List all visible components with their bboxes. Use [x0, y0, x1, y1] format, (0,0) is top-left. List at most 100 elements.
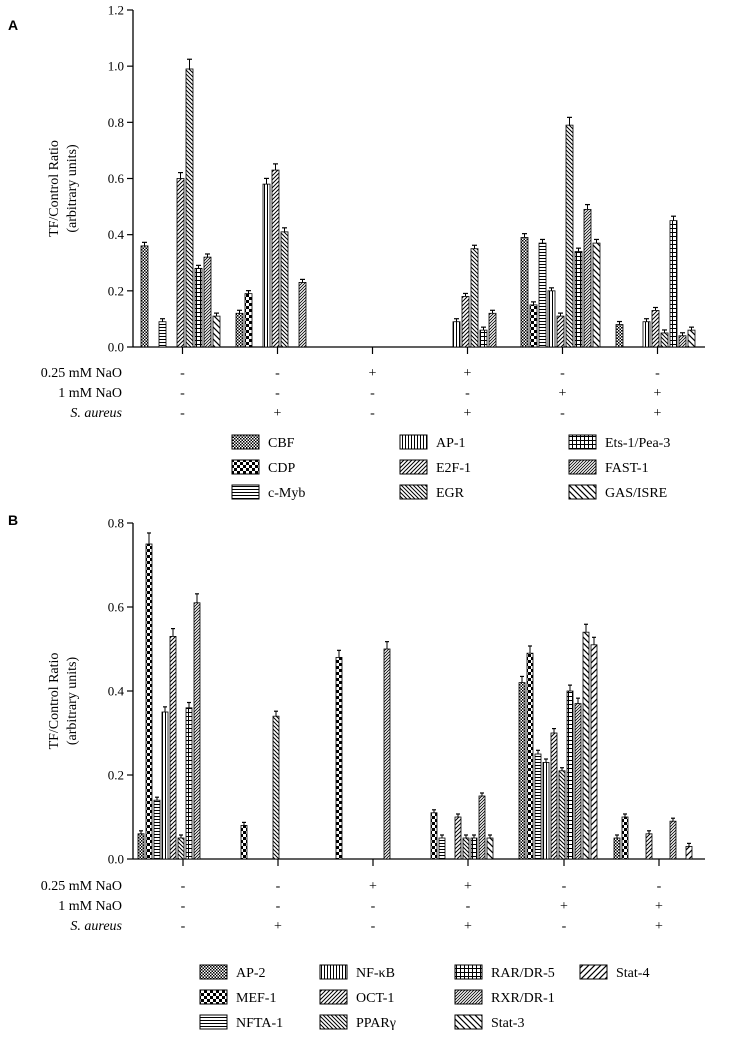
bar [526, 652, 534, 860]
y-axis-title-line1: TF/Control Ratio [47, 140, 62, 237]
bar [660, 332, 669, 348]
bar [479, 329, 488, 348]
bar [542, 762, 550, 860]
condition-sign: + [560, 899, 568, 914]
bar [488, 312, 497, 348]
condition-sign: + [654, 386, 662, 401]
condition-sign: + [369, 879, 377, 894]
legend-label: RAR/DR-5 [491, 966, 555, 981]
legend-swatch [319, 989, 348, 1005]
legend-label: GAS/ISRE [605, 486, 667, 501]
bar [558, 770, 566, 860]
legend-label: FAST-1 [605, 461, 649, 476]
condition-sign: + [559, 386, 567, 401]
legend-label: Stat-3 [491, 1016, 524, 1031]
legend-label: CDP [268, 461, 295, 476]
y-axis-title-line2: (arbitrary units) [65, 144, 80, 233]
bar [244, 293, 253, 348]
bar [438, 837, 446, 860]
bar [335, 657, 343, 860]
bar [685, 846, 693, 860]
legend-swatch [319, 1014, 348, 1030]
bar [550, 732, 558, 860]
bar [590, 644, 598, 860]
bar [565, 124, 574, 348]
legend-swatch [231, 459, 260, 475]
y-tick-label: 0.4 [108, 227, 125, 242]
legend-label: AP-2 [236, 966, 266, 981]
legend-label: NF-κB [356, 966, 395, 981]
condition-sign: - [655, 366, 660, 381]
bar [574, 703, 582, 860]
y-tick-label: 0.8 [108, 115, 124, 130]
legend-swatch [579, 964, 608, 980]
condition-label: S. aureus [70, 406, 122, 421]
legend-swatch [399, 484, 428, 500]
legend-swatch [199, 1014, 228, 1030]
legend-label: Stat-4 [616, 966, 649, 981]
legend-label: NFTA-1 [236, 1016, 283, 1031]
condition-sign: - [180, 366, 185, 381]
condition-sign: - [465, 386, 470, 401]
condition-sign: + [274, 406, 282, 421]
condition-sign: - [180, 386, 185, 401]
bar [621, 816, 629, 860]
panel-b-chart: B 0.0 0.2 0.4 0.6 0.8 TF/Control Ratio (arbitr… [8, 512, 705, 1031]
y-tick-label: 0.6 [108, 600, 125, 615]
bar [137, 833, 145, 860]
legend-label: PPARγ [356, 1016, 396, 1031]
condition-sign: - [181, 879, 186, 894]
legend-label: CBF [268, 436, 295, 451]
condition-sign: - [181, 919, 186, 934]
condition-sign: - [275, 366, 280, 381]
bar [176, 178, 185, 348]
y-tick-label: 0.2 [108, 283, 124, 298]
y-tick-label: 1.2 [108, 3, 124, 18]
legend-swatch [568, 484, 597, 500]
legend-swatch [454, 989, 483, 1005]
condition-sign: - [180, 406, 185, 421]
legend-label: c-Myb [268, 486, 305, 501]
bar [645, 833, 653, 860]
bar [271, 169, 280, 348]
legend-swatch [231, 434, 260, 450]
y-tick-label: 0.4 [108, 684, 125, 699]
condition-label: 0.25 mM NaO [41, 879, 122, 894]
bar [169, 636, 177, 860]
condition-label: 1 mM NaO [58, 386, 122, 401]
bar [185, 68, 194, 348]
bar [642, 321, 651, 348]
bar [613, 837, 621, 860]
legend-label: OCT-1 [356, 991, 394, 1006]
bar [534, 753, 542, 860]
bar [518, 682, 526, 860]
bar [529, 304, 538, 348]
y-axis-title-line2: (arbitrary units) [65, 657, 80, 746]
condition-sign: + [464, 366, 472, 381]
condition-label: 1 mM NaO [58, 899, 122, 914]
bar [669, 220, 678, 348]
y-tick-label: 0.0 [108, 340, 124, 355]
condition-sign: - [371, 919, 376, 934]
bar [452, 321, 461, 348]
bar [470, 248, 479, 348]
condition-sign: + [369, 366, 377, 381]
bar [538, 242, 547, 348]
y-tick-label: 0.8 [108, 516, 124, 531]
bar [177, 837, 185, 860]
condition-sign: - [562, 919, 567, 934]
legend-swatch [454, 1014, 483, 1030]
bar [383, 648, 391, 860]
panel-a-chart: A 0.0 0.2 0.4 0.6 0.8 1.0 1.2 TF/Control Ratio(… [8, 3, 705, 501]
bar [272, 715, 280, 860]
bar [478, 795, 486, 860]
legend-label: EGR [436, 486, 465, 501]
bar [140, 245, 149, 348]
condition-sign: - [276, 879, 281, 894]
bar [430, 812, 438, 860]
bar [203, 256, 212, 348]
condition-sign: - [560, 406, 565, 421]
bar [486, 837, 494, 860]
bar [240, 825, 248, 860]
